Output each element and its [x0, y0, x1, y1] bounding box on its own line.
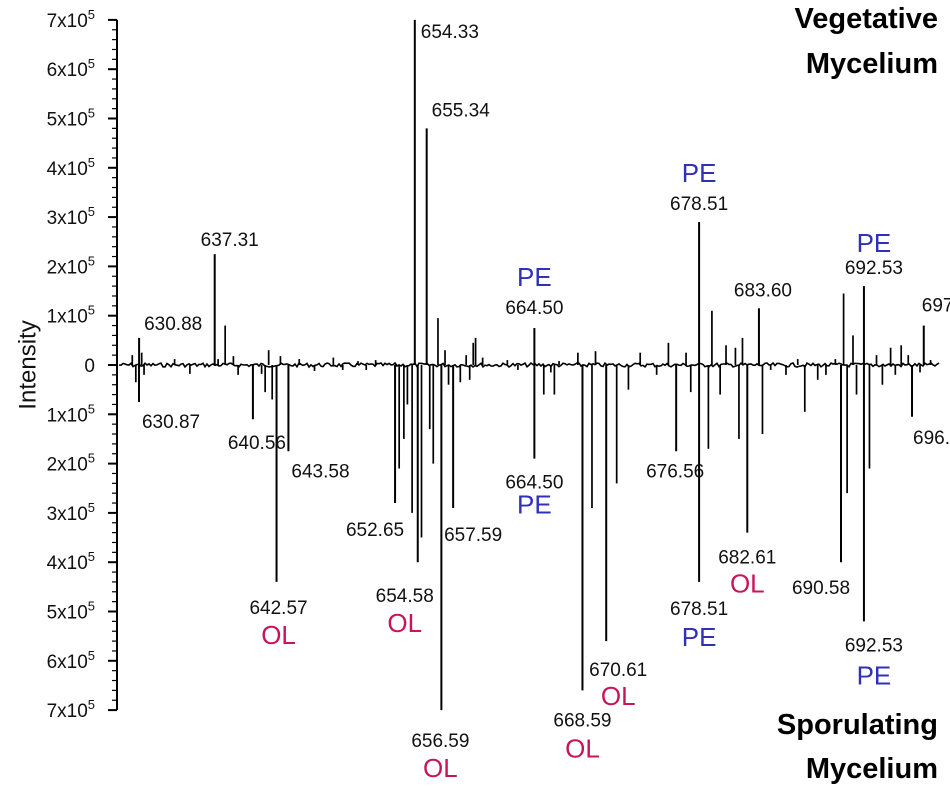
peak-mz-label: 668.59	[553, 710, 611, 731]
y-tick-label: 6x105	[47, 56, 95, 81]
bottom-panel-title-line2: Mycelium	[806, 753, 938, 785]
bottom-panel-title-line1: Sporulating	[777, 709, 938, 741]
y-tick-label: 7x105	[47, 7, 95, 32]
peak-mz-label: 692.53	[845, 258, 903, 279]
peak-labels: 630.88637.31654.33655.34664.50PE678.51PE…	[142, 22, 950, 783]
peak-mz-label: 637.31	[201, 230, 259, 251]
peak-mz-label: 676.56	[646, 461, 704, 482]
pe-class-label: PE	[682, 622, 717, 652]
pe-class-label: PE	[682, 158, 717, 188]
y-tick-label: 3x105	[47, 500, 95, 525]
y-axis: 7x105 6x105 5x105 4x105 3x105 2x105 1x105 0 1x10…	[47, 7, 118, 722]
y-tick-label: 5x105	[47, 106, 95, 131]
peak-mz-label: 664.50	[505, 473, 563, 494]
peak-mz-label: 678.51	[670, 194, 728, 215]
peak-mz-label: 643.58	[291, 461, 349, 482]
y-tick-label: 2x105	[47, 451, 95, 476]
top-panel-title-line2: Mycelium	[806, 48, 938, 80]
peak-mz-label: 655.34	[432, 100, 491, 121]
y-tick-label: 5x105	[47, 599, 95, 624]
y-tick-label: 1x105	[47, 303, 95, 328]
peak-mz-label: 652.65	[346, 520, 404, 541]
y-tick-label: 1x105	[47, 401, 95, 426]
peak-mz-label: 657.59	[444, 525, 502, 546]
pe-class-label: PE	[517, 490, 552, 520]
peak-mz-label: 696.62	[913, 428, 950, 449]
peak-mz-label: 630.87	[142, 412, 200, 433]
pe-class-label: PE	[857, 228, 892, 258]
y-axis-title: Intensity	[14, 320, 41, 409]
peak-mz-label: 670.61	[589, 660, 647, 681]
peaks	[118, 19, 940, 711]
ol-class-label: OL	[423, 753, 458, 783]
pe-class-label: PE	[517, 262, 552, 292]
ol-class-label: OL	[601, 681, 636, 711]
peak-mz-label: 642.57	[249, 598, 307, 619]
y-tick-label: 2x105	[47, 253, 95, 278]
peak-mz-label: 683.60	[734, 280, 792, 301]
peak-mz-label: 690.58	[792, 578, 850, 599]
y-tick-label: 0	[84, 356, 95, 377]
ol-class-label: OL	[261, 620, 296, 650]
peak-mz-label: 630.88	[144, 314, 202, 335]
peak-mz-label: 654.58	[376, 586, 434, 607]
baseline	[118, 361, 940, 369]
ol-class-label: OL	[565, 733, 600, 763]
peak-mz-label: 664.50	[505, 298, 563, 319]
peak-mz-label: 697.62	[922, 296, 950, 317]
peak-mz-label: 692.53	[845, 635, 903, 656]
y-tick-label: 7x105	[47, 697, 95, 722]
peak-mz-label: 640.56	[228, 433, 286, 454]
peak-mz-label: 656.59	[411, 731, 469, 752]
ol-class-label: OL	[730, 569, 765, 599]
peak-mz-label: 682.61	[718, 548, 776, 569]
top-panel-title-line1: Vegetative	[795, 3, 938, 35]
y-tick-label: 3x105	[47, 204, 95, 229]
peak-mz-label: 654.33	[421, 22, 479, 43]
y-tick-label: 6x105	[47, 648, 95, 673]
pe-class-label: PE	[857, 660, 892, 690]
y-tick-label: 4x105	[47, 155, 95, 180]
peak-mz-label: 678.51	[670, 599, 728, 620]
y-tick-label: 4x105	[47, 549, 95, 574]
ol-class-label: OL	[387, 608, 422, 638]
